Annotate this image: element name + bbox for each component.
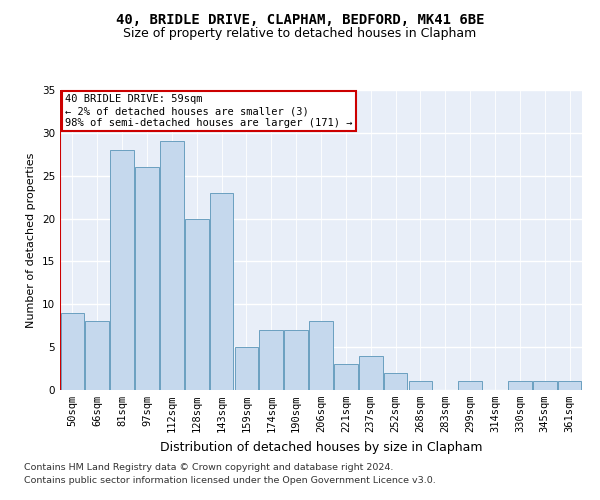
Bar xyxy=(185,218,209,390)
Bar xyxy=(508,382,532,390)
Y-axis label: Number of detached properties: Number of detached properties xyxy=(26,152,37,328)
Bar xyxy=(309,322,333,390)
Bar xyxy=(110,150,134,390)
Bar xyxy=(334,364,358,390)
Text: 40 BRIDLE DRIVE: 59sqm
← 2% of detached houses are smaller (3)
98% of semi-detac: 40 BRIDLE DRIVE: 59sqm ← 2% of detached … xyxy=(65,94,353,128)
Text: 40, BRIDLE DRIVE, CLAPHAM, BEDFORD, MK41 6BE: 40, BRIDLE DRIVE, CLAPHAM, BEDFORD, MK41… xyxy=(116,12,484,26)
Bar xyxy=(284,330,308,390)
Text: Contains HM Land Registry data © Crown copyright and database right 2024.: Contains HM Land Registry data © Crown c… xyxy=(24,464,394,472)
Text: Contains public sector information licensed under the Open Government Licence v3: Contains public sector information licen… xyxy=(24,476,436,485)
Bar xyxy=(135,167,159,390)
Bar xyxy=(384,373,407,390)
Bar xyxy=(210,193,233,390)
Text: Size of property relative to detached houses in Clapham: Size of property relative to detached ho… xyxy=(124,28,476,40)
Bar xyxy=(409,382,432,390)
Bar xyxy=(259,330,283,390)
Bar xyxy=(235,347,258,390)
Bar xyxy=(61,313,84,390)
Bar xyxy=(160,142,184,390)
Bar xyxy=(458,382,482,390)
Bar xyxy=(558,382,581,390)
Bar xyxy=(85,322,109,390)
Bar xyxy=(533,382,557,390)
Bar xyxy=(359,356,383,390)
X-axis label: Distribution of detached houses by size in Clapham: Distribution of detached houses by size … xyxy=(160,440,482,454)
